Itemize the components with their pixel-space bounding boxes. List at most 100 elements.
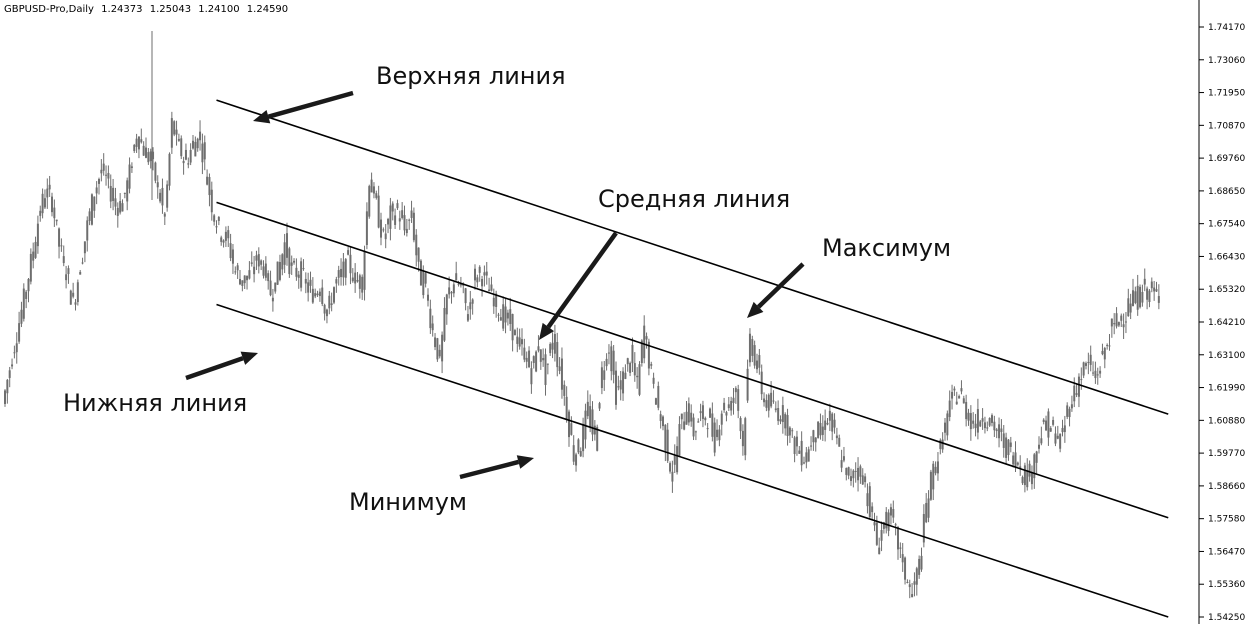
price-tick-label: 1.70870 bbox=[1208, 121, 1245, 131]
candle-body bbox=[1094, 370, 1097, 379]
candle-body bbox=[55, 219, 58, 222]
candle-body bbox=[333, 287, 335, 303]
candle-body bbox=[927, 498, 930, 518]
candle-body bbox=[236, 265, 239, 271]
candle-body bbox=[528, 350, 531, 368]
candle-body bbox=[1087, 361, 1090, 363]
open-value: 1.24373 bbox=[101, 4, 143, 15]
candle-body bbox=[27, 278, 30, 292]
candle-body bbox=[187, 163, 190, 165]
candle-body bbox=[539, 349, 542, 362]
candle-body bbox=[1148, 290, 1151, 303]
candle-body bbox=[370, 179, 373, 193]
candle-body bbox=[1127, 298, 1130, 317]
candle-body bbox=[307, 282, 310, 293]
candle-body bbox=[767, 394, 770, 411]
candle-body bbox=[469, 302, 472, 310]
candle-body bbox=[368, 186, 371, 217]
candle-body bbox=[372, 186, 375, 194]
candle-body bbox=[600, 367, 603, 389]
candle-body bbox=[133, 144, 136, 152]
candle-body bbox=[756, 360, 758, 370]
candle-body bbox=[913, 581, 916, 585]
candle-body bbox=[542, 358, 545, 361]
candle-body bbox=[897, 527, 899, 550]
candle-body bbox=[239, 278, 241, 285]
candle-body bbox=[201, 143, 204, 163]
candle-body bbox=[36, 223, 39, 247]
candle-body bbox=[939, 440, 942, 449]
candle-body bbox=[664, 424, 667, 451]
candle-body bbox=[476, 277, 479, 283]
candle-body bbox=[525, 357, 528, 362]
candles-group bbox=[4, 31, 1160, 599]
candle-body bbox=[1021, 477, 1024, 484]
candle-body bbox=[180, 138, 183, 157]
candle-body bbox=[878, 547, 881, 555]
candle-body bbox=[365, 211, 368, 245]
candle-body bbox=[725, 412, 728, 416]
candle-body bbox=[619, 380, 622, 390]
candle-body bbox=[74, 302, 77, 305]
candle-body bbox=[474, 268, 476, 281]
candle-body bbox=[1023, 465, 1026, 486]
candle-body bbox=[828, 410, 831, 421]
candle-body bbox=[974, 423, 977, 429]
candle-body bbox=[69, 290, 72, 305]
candle-body bbox=[892, 509, 895, 518]
candle-body bbox=[697, 421, 700, 423]
candle-body bbox=[192, 140, 194, 149]
candle-body bbox=[553, 334, 556, 354]
candle-body bbox=[1019, 466, 1022, 469]
price-tick-label: 1.59770 bbox=[1208, 449, 1245, 459]
candle-body bbox=[213, 215, 216, 222]
candle-body bbox=[492, 297, 495, 307]
arrow-icon bbox=[253, 109, 271, 124]
candle-body bbox=[297, 274, 300, 278]
candle-body bbox=[925, 502, 928, 523]
candle-body bbox=[203, 142, 206, 160]
candle-body bbox=[1082, 362, 1085, 376]
candle-body bbox=[269, 280, 272, 296]
candle-body bbox=[1056, 435, 1059, 439]
candle-body bbox=[375, 193, 378, 198]
candle-body bbox=[149, 151, 152, 162]
candle-body bbox=[100, 169, 103, 174]
candle-body bbox=[861, 475, 864, 485]
candle-body bbox=[774, 408, 777, 411]
candle-body bbox=[894, 524, 897, 526]
candle-body bbox=[995, 429, 998, 432]
candle-body bbox=[819, 423, 822, 436]
candle-body bbox=[257, 254, 260, 267]
candle-body bbox=[946, 413, 949, 436]
candle-body bbox=[41, 193, 44, 214]
candle-body bbox=[48, 184, 51, 190]
candle-body bbox=[311, 288, 314, 303]
candle-body bbox=[857, 467, 860, 481]
low-value: 1.24100 bbox=[198, 4, 240, 15]
candle-body bbox=[889, 507, 892, 516]
candle-body bbox=[558, 366, 561, 371]
candle-body bbox=[1146, 288, 1149, 300]
candle-body bbox=[535, 351, 538, 372]
price-tick-label: 1.65320 bbox=[1208, 285, 1245, 295]
candle-body bbox=[121, 203, 124, 212]
candle-body bbox=[248, 270, 251, 279]
candle-body bbox=[748, 333, 751, 363]
candle-body bbox=[335, 279, 338, 284]
candle-body bbox=[1042, 419, 1045, 422]
candle-body bbox=[615, 370, 617, 405]
candle-body bbox=[506, 312, 509, 319]
candle-body bbox=[692, 417, 695, 437]
candle-body bbox=[243, 275, 246, 284]
candle-body bbox=[807, 449, 810, 462]
candle-body bbox=[107, 172, 110, 179]
candle-body bbox=[222, 240, 225, 243]
candle-body bbox=[147, 152, 150, 163]
chart-header: GBPUSD-Pro,Daily 1.24373 1.25043 1.24100… bbox=[4, 4, 292, 15]
candle-body bbox=[488, 289, 491, 292]
candle-body bbox=[130, 166, 133, 169]
candle-body bbox=[659, 414, 662, 421]
candle-body bbox=[438, 349, 441, 357]
